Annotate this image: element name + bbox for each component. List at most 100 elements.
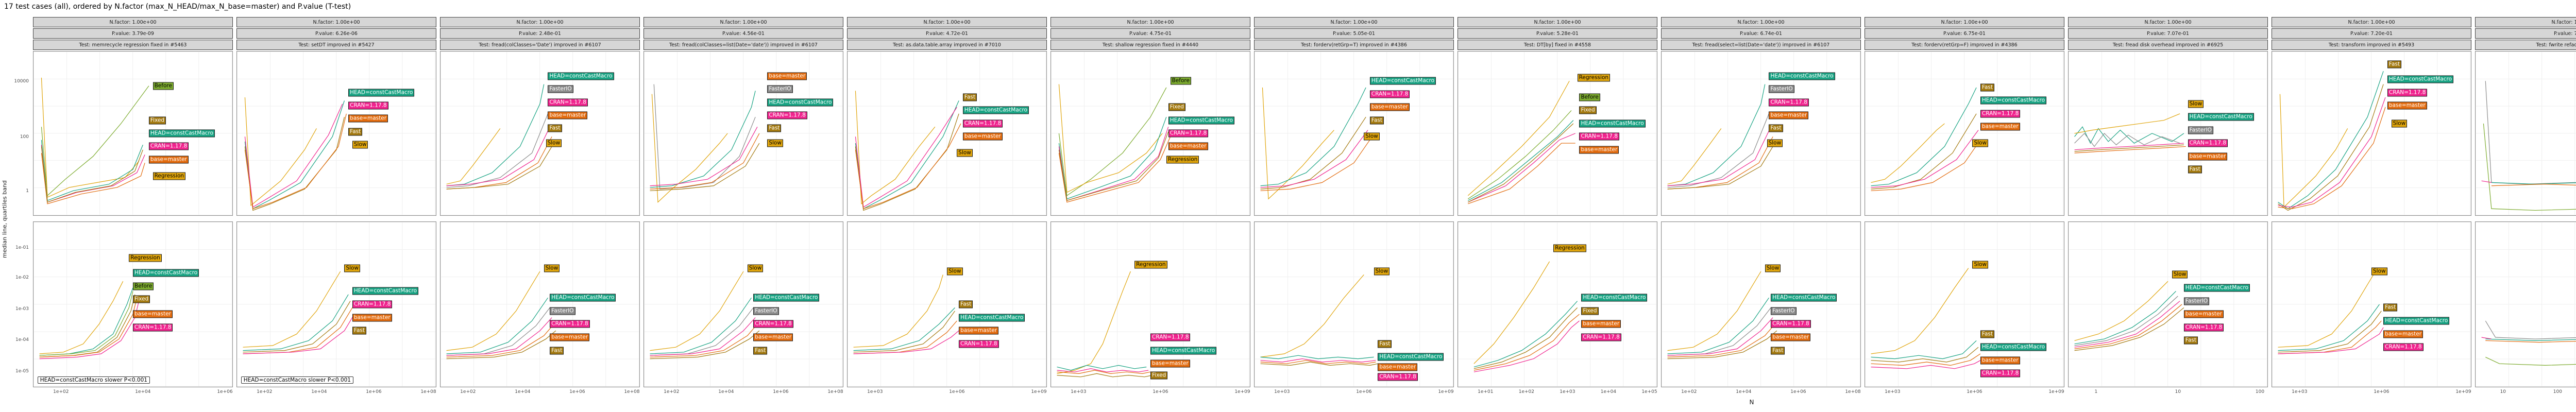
series-label: Slow [947, 267, 963, 276]
x-tick-label: 1e+04 [1736, 389, 1752, 394]
strip-p-value: P.value: 4.72e-01 [847, 28, 1047, 39]
series-label: Regression [1553, 244, 1586, 252]
x-tick-label: 100 [2255, 389, 2265, 394]
series-lines [440, 222, 639, 387]
significance-note: HEAD=constCastMacro slower P<0.001 [37, 376, 150, 384]
series-line-orange [650, 133, 759, 189]
facet-panel: PRHEAD=constCastMacrobase=masterCRAN=1.1… [2475, 51, 2576, 216]
series-label: CRAN=1.17.8 [1378, 373, 1418, 381]
series-lines [1865, 52, 2064, 215]
series-line-pink [1057, 369, 1149, 372]
series-label: base=master [767, 72, 807, 80]
series-line-gold [650, 271, 743, 351]
x-tick-label: 10 [2500, 389, 2506, 394]
facet-panel: HEAD=constCastMacro CRAN=1.17.8 base=maste… [236, 51, 436, 216]
strip-p-value: P.value: 2.48e-01 [440, 28, 640, 39]
facet-panel: Slow Fast HEAD=constCastMacro base=master CR… [847, 221, 1047, 387]
x-tick-label: 1e+06 [366, 389, 382, 394]
series-line-brown [1059, 132, 1168, 201]
x-axis-label: N [1749, 399, 1754, 406]
strip-test-name: Test: shallow regression fixed in #4440 [1050, 40, 1250, 50]
series-label: Regression [1134, 261, 1167, 269]
series-label: HEAD=constCastMacro [548, 72, 614, 80]
series-label: HEAD=constCastMacro [348, 89, 415, 96]
series-line-pink [650, 318, 756, 356]
series-line-gold [243, 271, 341, 347]
series-line-orange [41, 153, 145, 204]
series-label: HEAD=constCastMacro [1579, 119, 1646, 128]
strip-p-value: P.value: 5.28e-01 [1458, 28, 1657, 39]
series-label: Slow [2172, 270, 2188, 279]
series-line-pink [41, 145, 145, 202]
series-line-gold [1668, 128, 1721, 184]
facet-panel: Fast HEAD=constCastMacro CRAN=1.17.8 base=m… [1865, 51, 2064, 216]
series-label: base=master [2183, 310, 2224, 318]
series-line-orange [1261, 140, 1370, 191]
test-panel: N.factor: 1.00e+00P.value: 7.70e-01Test:… [2475, 17, 2576, 398]
series-line-orange [1668, 324, 1775, 357]
series-label: CRAN=1.17.8 [1980, 110, 2021, 118]
x-axis-ticks: 1e+01 1e+02 1e+03 1e+04 1e+05 [1458, 387, 1657, 398]
series-label: Regression [1577, 74, 1611, 82]
series-line-pink [2075, 301, 2180, 348]
series-line-pink [1871, 130, 1978, 187]
series-line-green [2483, 124, 2576, 211]
strip-n-factor: N.factor: 1.00e+00 [2272, 17, 2471, 27]
series-label: Fast [550, 347, 564, 355]
x-tick-label: 1e+04 [515, 389, 531, 394]
panels-grid: N.factor: 1.00e+00 P.value: 3.79e-09 Test:… [33, 17, 2576, 398]
series-label: HEAD=constCastMacro [352, 287, 419, 295]
series-line-orange [2075, 146, 2186, 153]
series-label: HEAD=constCastMacro [550, 294, 616, 302]
series-line-brown [1474, 307, 1578, 368]
x-tick-label: 1e+01 [1478, 389, 1494, 394]
series-label: Slow [1972, 261, 1989, 269]
x-tick-label: 1e+09 [1438, 389, 1454, 394]
series-label: Fast [1769, 124, 1783, 132]
test-panel: N.factor: 1.00e+00 P.value: 4.72e-01 Test:… [847, 17, 1047, 398]
series-line-brown [1668, 143, 1775, 189]
series-label: Slow [1765, 264, 1781, 272]
series-label: HEAD=constCastMacro [1771, 294, 1837, 302]
series-lines [2272, 222, 2471, 387]
series-line-pink [1261, 359, 1376, 362]
series-line-brown [1871, 114, 1977, 189]
series-line-gray [654, 84, 755, 190]
x-tick-label: 1e+06 [1153, 389, 1168, 394]
x-tick-label: 1e+06 [217, 389, 233, 394]
series-label: Slow [957, 149, 973, 157]
series-lines [1255, 222, 1453, 387]
series-line-pink [1468, 133, 1575, 202]
series-line-teal [243, 295, 349, 351]
series-label: CRAN=1.17.8 [1771, 320, 1811, 328]
strip-n-factor: N.factor: 1.00e+00 [1865, 17, 2064, 27]
series-label: HEAD=constCastMacro [767, 98, 834, 107]
series-line-gold [2280, 94, 2347, 207]
series-label: Slow [352, 141, 368, 149]
x-tick-label: 1e+06 [2374, 389, 2389, 394]
strip-test-name: Test: fread(colClasses='Date') improved … [440, 40, 640, 50]
y-tick-label: 1e-03 [15, 306, 29, 312]
strip-test-name: Test: fwrite refactored in #6393 [2475, 40, 2576, 50]
x-tick-label: 1e+06 [569, 389, 585, 394]
series-label: Slow [1767, 139, 1783, 147]
series-line-pink [1261, 130, 1368, 187]
series-line-pink [447, 318, 552, 356]
strip-test-name: Test: DT[by] fixed in #4558 [1458, 40, 1657, 50]
strip-n-factor: N.factor: 1.00e+00 [440, 17, 640, 27]
strip-test-name: Test: forderv(retGrp=F) improved in #438… [1865, 40, 2064, 50]
x-tick-label: 1e+03 [1274, 389, 1290, 394]
strip-test-name: Test: fread(select=list(Date='date')) im… [1661, 40, 1861, 50]
x-axis-ticks: 1e+02 1e+04 1e+06 1e+08 [440, 387, 640, 398]
y-tick-label: 1e-01 [15, 245, 29, 251]
series-label: base=master [1581, 320, 1621, 328]
x-axis-ticks: 1e+03 1e+06 1e+09 [1254, 387, 1454, 398]
series-line-orange [2485, 340, 2576, 342]
series-label: base=master [962, 132, 1003, 141]
facet-panel: Fast HEAD=constCastMacro CRAN=1.17.8 base=m… [2272, 51, 2471, 216]
series-label: Before [1170, 77, 1191, 85]
series-label: FasterIO [548, 85, 573, 93]
series-label: base=master [2383, 330, 2424, 338]
series-line-green [40, 291, 133, 355]
